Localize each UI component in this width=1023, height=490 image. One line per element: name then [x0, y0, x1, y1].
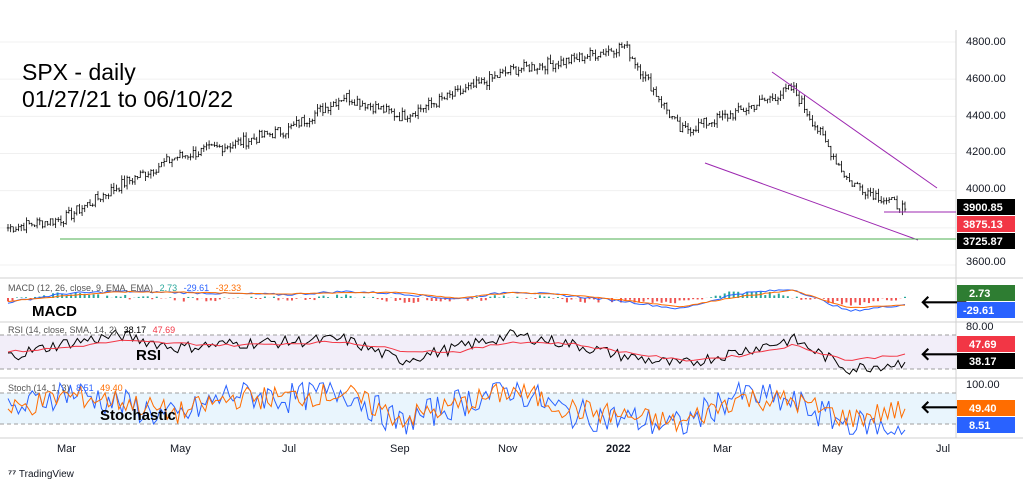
macd-badge-a-value: 2.73	[969, 288, 990, 300]
stoch-badge-a	[957, 400, 1015, 416]
macd-badge-a	[957, 285, 1015, 301]
x-label: Mar	[57, 443, 76, 455]
macd-v3: -32.33	[216, 283, 242, 293]
x-label: Nov	[498, 443, 518, 455]
macd-label: MACD	[32, 303, 77, 320]
arrow-left-icon: 🡐	[920, 344, 968, 365]
level1-badge	[957, 216, 1015, 232]
stoch-v1: 8.51	[76, 383, 94, 393]
x-label: Jul	[936, 443, 950, 455]
macd-title: MACD (12, 26, close, 9, EMA, EMA) 2.73 -…	[8, 283, 241, 293]
price-tick: 4800.00	[966, 36, 1006, 48]
rsi-v1: 38.17	[124, 325, 147, 335]
price-tick: 4200.00	[966, 146, 1006, 158]
stoch-v2: 49.40	[100, 383, 123, 393]
arrow-left-icon: 🡐	[920, 397, 968, 418]
rsi-v2: 47.69	[153, 325, 176, 335]
tradingview-logo-icon: ⁷⁷	[8, 469, 17, 480]
x-label: Sep	[390, 443, 410, 455]
macd-pane	[7, 289, 906, 312]
rsi-badge-b-value: 38.17	[969, 356, 997, 368]
grid-layer	[0, 41, 956, 266]
price-tick: 4400.00	[966, 110, 1006, 122]
rsi-label: RSI	[136, 347, 161, 364]
level2-badge	[957, 233, 1015, 249]
macd-v1: 2.73	[160, 283, 178, 293]
lower-trendline[interactable]	[704, 162, 919, 241]
stoch-title-text: Stoch (14, 1, 3)	[8, 383, 70, 393]
chart-subtitle: 01/27/21 to 06/10/22	[22, 86, 233, 112]
price-candles	[6, 40, 907, 234]
chart-title: SPX - daily	[22, 59, 136, 85]
rsi-pane	[7, 329, 906, 375]
rsi-ma-line	[7, 339, 906, 362]
last-price-badge	[957, 199, 1015, 215]
rsi-badge-a-value: 47.69	[969, 339, 997, 351]
rsi-title: RSI (14, close, SMA, 14, 2) 38.17 47.69	[8, 325, 175, 335]
rsi-axis-top: 80.00	[966, 321, 994, 333]
arrow-left-icon: 🡐	[920, 292, 968, 313]
macd-badge-b	[957, 302, 1015, 318]
rsi-line	[7, 329, 906, 375]
x-label: May	[822, 443, 843, 455]
stoch-badge-a-value: 49.40	[969, 403, 997, 415]
x-label: Jul	[282, 443, 296, 455]
x-label: Mar	[713, 443, 732, 455]
stoch-pane	[7, 380, 906, 436]
stoch-badge-b-value: 8.51	[969, 420, 990, 432]
x-label: May	[170, 443, 191, 455]
last-price-value: 3900.85	[963, 202, 1003, 214]
price-tick: 4600.00	[966, 73, 1006, 85]
macd-title-text: MACD (12, 26, close, 9, EMA, EMA)	[8, 283, 153, 293]
brand-logo[interactable]: ⁷⁷ TradingView	[8, 469, 74, 480]
price-tick: 4000.00	[966, 183, 1006, 195]
rsi-badge-a	[957, 336, 1015, 352]
stoch-label: Stochastic	[100, 407, 176, 424]
stoch-title: Stoch (14, 1, 3) 8.51 49.40	[8, 383, 123, 393]
stoch-axis-top: 100.00	[966, 379, 1000, 391]
stoch-k-line	[7, 380, 906, 436]
level1-value: 3875.13	[963, 219, 1003, 231]
upper-trendline[interactable]	[771, 71, 938, 189]
macd-v2: -29.61	[184, 283, 210, 293]
stoch-d-line	[7, 382, 906, 433]
x-label-year: 2022	[606, 443, 630, 455]
rsi-title-text: RSI (14, close, SMA, 14, 2)	[8, 325, 117, 335]
macd-badge-b-value: -29.61	[963, 305, 994, 317]
rsi-badge-b	[957, 353, 1015, 369]
macd-signal-line	[7, 289, 906, 309]
price-tick: 3600.00	[966, 256, 1006, 268]
brand-name: TradingView	[18, 469, 74, 480]
stoch-badge-b	[957, 417, 1015, 433]
level2-value: 3725.87	[963, 236, 1003, 248]
